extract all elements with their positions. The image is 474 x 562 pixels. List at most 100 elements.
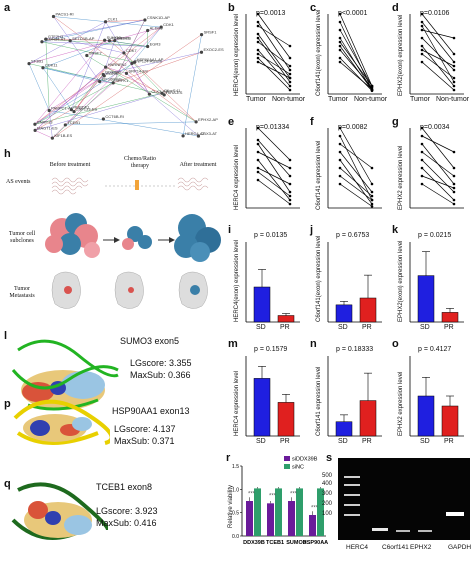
- paired-point: [288, 190, 292, 194]
- paired-point: [452, 52, 456, 56]
- paired-point: [420, 52, 424, 56]
- bar-PR: [359, 400, 377, 437]
- paired-point: [370, 194, 374, 198]
- paired-point: [338, 48, 342, 52]
- chart-g: [409, 126, 464, 209]
- bar-SD: [335, 421, 353, 437]
- paired-line: [257, 167, 291, 185]
- paired-line: [257, 127, 291, 161]
- paired-point: [420, 36, 424, 40]
- network-edge: [71, 21, 106, 110]
- network-node: [146, 28, 150, 33]
- chart-c: [327, 12, 382, 95]
- network-node-label: SRSF7: [89, 51, 103, 56]
- pvalue-d: p=0.0106: [420, 10, 450, 17]
- paired-point: [288, 56, 292, 60]
- chart-o: [409, 356, 464, 437]
- paired-point: [288, 174, 292, 178]
- ladder-band: [344, 504, 360, 506]
- chart-d: [409, 12, 464, 95]
- network-edge: [126, 73, 199, 137]
- network-node-label: SRSF1: [204, 30, 218, 35]
- network-node-label: ZNF133-ES: [76, 107, 97, 112]
- network-node-label: EXOC2-ES: [203, 47, 224, 52]
- paired-line: [339, 135, 373, 201]
- paired-line: [257, 61, 291, 79]
- bar-siNC-TCEB1: [275, 488, 282, 536]
- bar-siNC-SUMO3: [296, 488, 303, 536]
- paired-line: [421, 21, 455, 63]
- row-tumor-label-2: subclones: [10, 238, 34, 244]
- paired-point: [338, 44, 342, 48]
- paired-point: [338, 142, 342, 146]
- y-tick-label: 0.5: [232, 511, 239, 517]
- network-edge: [34, 26, 162, 125]
- network-edge: [49, 110, 199, 137]
- pvalue-b: p=0.0013: [256, 10, 286, 17]
- network-node: [196, 134, 201, 138]
- band-c6orf141: [396, 530, 410, 532]
- network-edge: [48, 110, 53, 139]
- paired-point: [338, 182, 342, 186]
- paired-point: [256, 158, 260, 162]
- paired-point: [256, 24, 260, 28]
- paired-line: [339, 143, 373, 169]
- network-node: [85, 53, 89, 58]
- panel-label-s: s: [326, 452, 333, 464]
- network-node-label: C6orf141: [164, 88, 181, 93]
- paired-line: [257, 37, 291, 83]
- paired-point: [420, 166, 424, 170]
- network-node: [51, 14, 56, 19]
- network-node: [69, 108, 73, 112]
- hsp90aa1-maxsub: MaxSub: 0.371: [114, 436, 175, 446]
- network-edge: [53, 16, 100, 82]
- network-node: [181, 134, 185, 138]
- network-node: [27, 61, 31, 66]
- paired-point: [288, 64, 292, 68]
- paired-point: [256, 56, 260, 60]
- legend-swatch: [284, 464, 290, 469]
- paired-line: [421, 29, 455, 39]
- paired-point: [370, 182, 374, 186]
- network-node-label: EGR3: [150, 42, 162, 47]
- chart-i: [245, 242, 300, 323]
- paired-point: [288, 198, 292, 202]
- network-edge: [34, 30, 148, 131]
- paired-point: [420, 24, 424, 28]
- network-node-label: CBX3-AT: [200, 131, 217, 136]
- bar-PR: [277, 315, 295, 323]
- bar-PR: [359, 297, 377, 323]
- paired-point: [452, 76, 456, 80]
- paired-line: [421, 49, 455, 67]
- network-node: [107, 39, 112, 43]
- network-node-label: CDK1: [163, 22, 174, 27]
- row-meta-label-1: Tumor: [13, 286, 31, 292]
- network-edge: [35, 109, 72, 131]
- network-node-label: EGR4: [106, 71, 118, 76]
- band-herc4: [372, 528, 388, 531]
- paired-point: [338, 36, 342, 40]
- pvalue-f: p=0.0082: [338, 124, 368, 131]
- y-tick-label: 1.5: [232, 464, 239, 470]
- bar-siDDX39B-HSP90AA1: [309, 515, 316, 536]
- paired-point: [338, 20, 342, 24]
- paired-point: [288, 72, 292, 76]
- panel-label-i: i: [228, 224, 232, 236]
- network-node: [68, 39, 72, 43]
- stage-chemo-label-2: therapy: [131, 163, 149, 169]
- paired-point: [288, 166, 292, 170]
- network-edge: [34, 92, 163, 125]
- band-gapdh: [446, 512, 464, 516]
- significance-stars: ***: [290, 491, 298, 497]
- paired-point: [256, 142, 260, 146]
- network-node-label: MAGT1-ES: [37, 125, 58, 130]
- paired-point: [256, 150, 260, 154]
- pvalue-m: p = 0.1579: [254, 346, 288, 353]
- network-edge: [105, 40, 115, 68]
- network-node: [113, 38, 117, 43]
- bar-siDDX39B-SUMO3: [288, 501, 295, 536]
- paired-line: [421, 135, 455, 153]
- chart-m: [245, 356, 300, 437]
- xcat-pr-k: PR: [444, 324, 454, 331]
- paired-line: [339, 151, 373, 193]
